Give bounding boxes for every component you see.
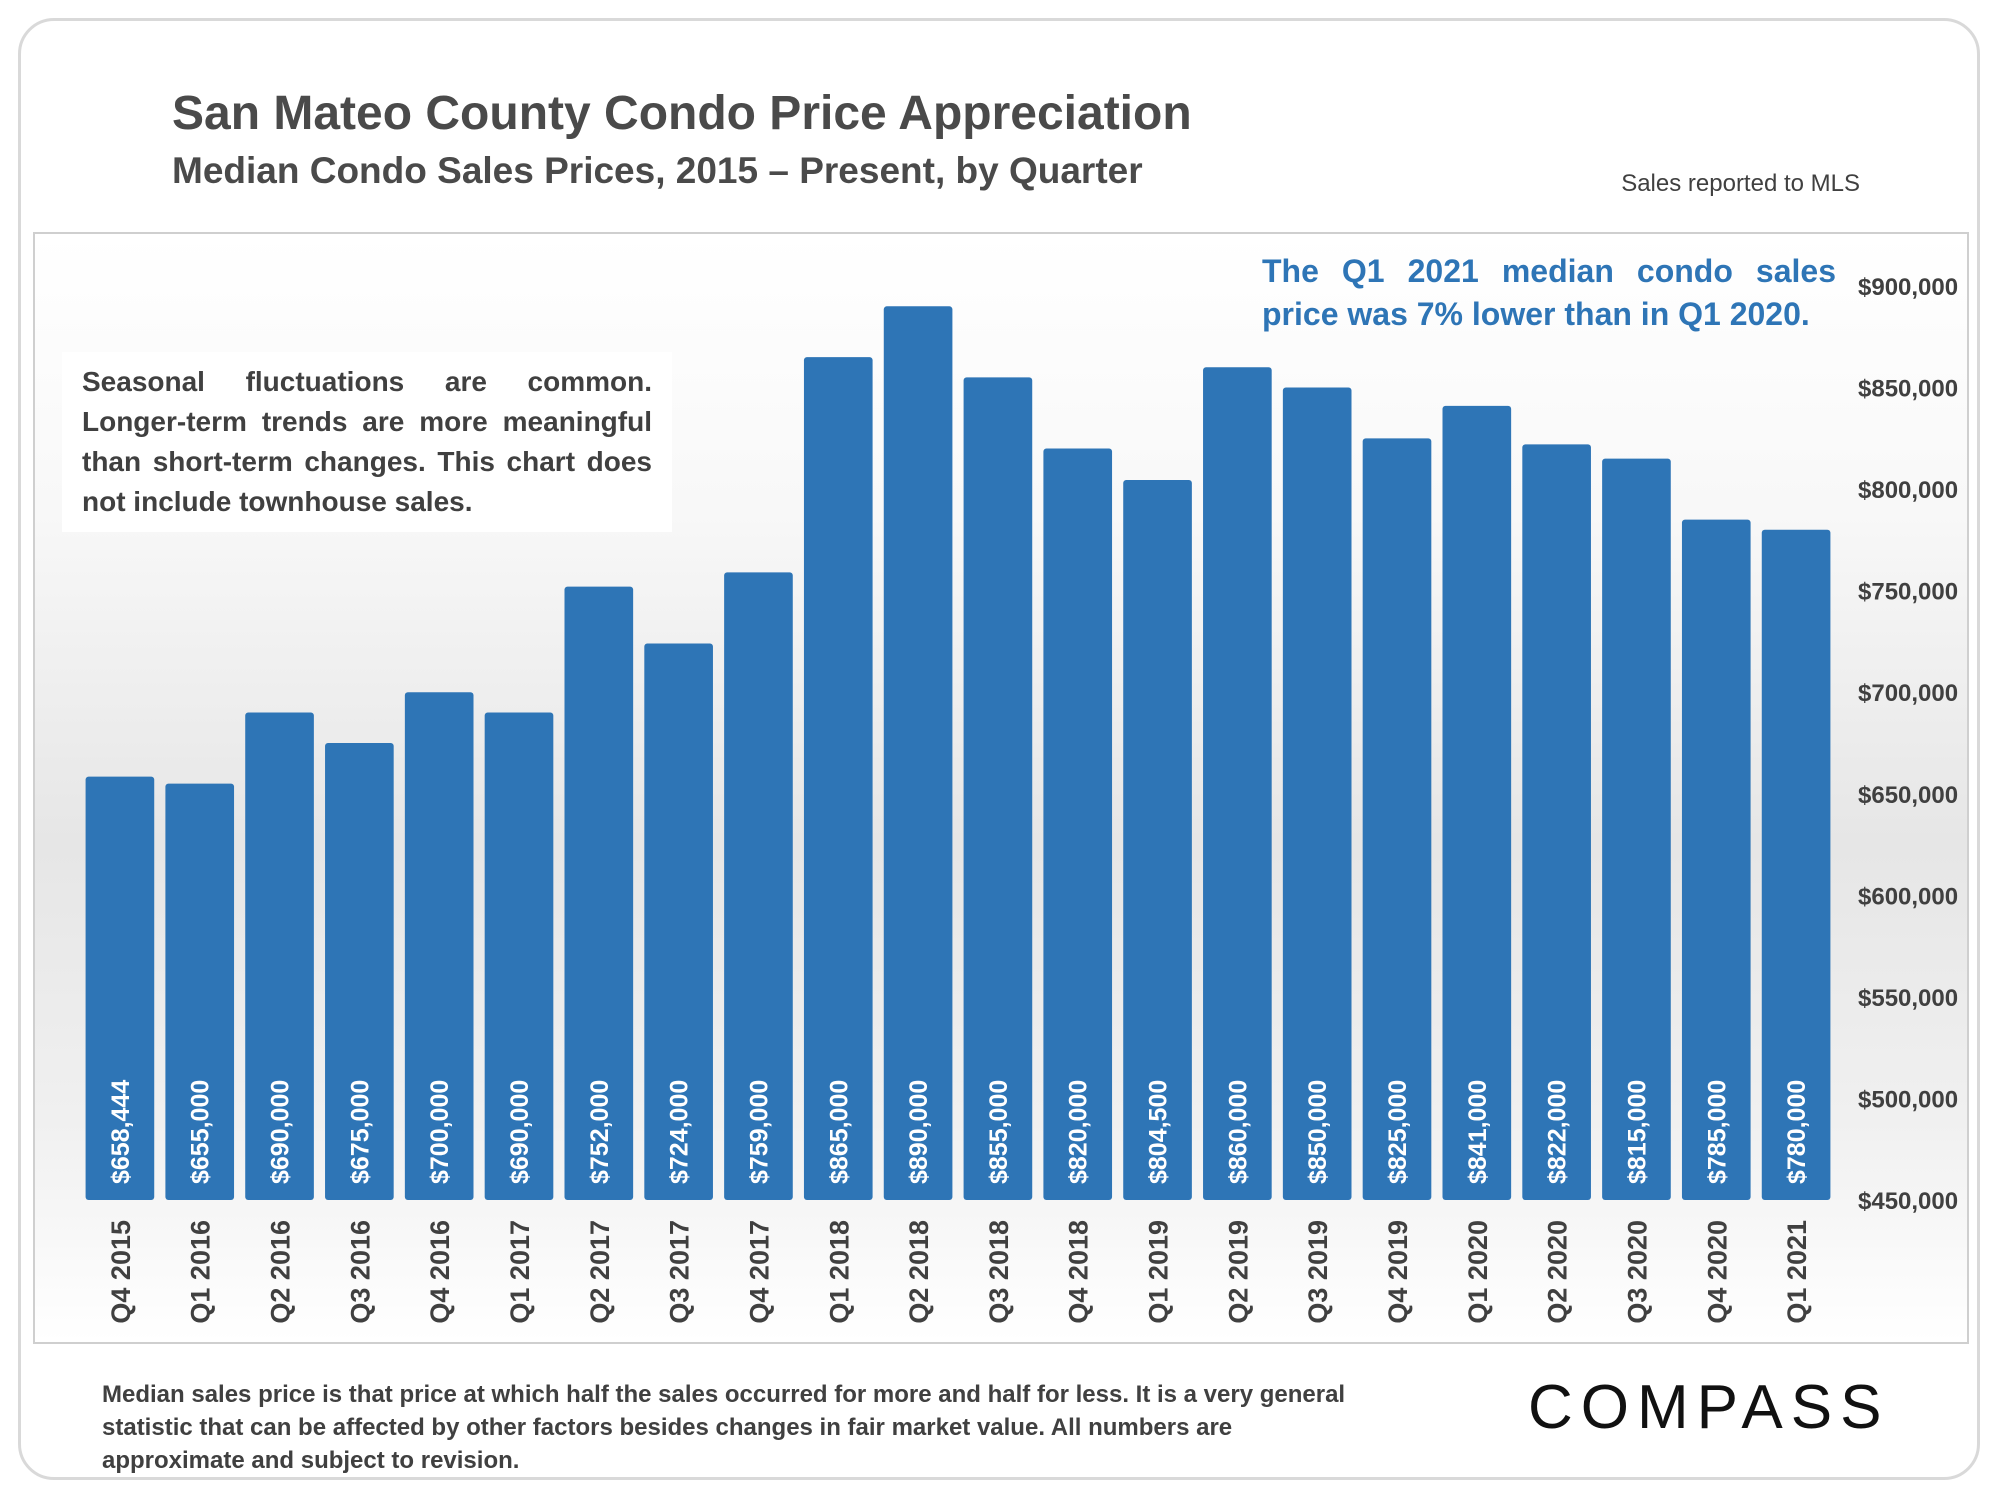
bar-q3-2019 — [1282, 387, 1352, 1200]
data-label: $890,000 — [905, 1080, 933, 1184]
x-tick-label: Q3 2018 — [984, 1220, 1014, 1324]
highlight-note: The Q1 2021 median condo sales price was… — [1262, 253, 1836, 332]
data-label: $850,000 — [1304, 1080, 1332, 1184]
data-label: $785,000 — [1703, 1080, 1731, 1184]
data-label: $820,000 — [1065, 1080, 1093, 1184]
x-tick-label: Q4 2017 — [744, 1220, 774, 1324]
data-label: $690,000 — [267, 1080, 295, 1184]
data-label: $841,000 — [1464, 1080, 1492, 1184]
data-label: $690,000 — [506, 1080, 534, 1184]
x-tick-label: Q3 2017 — [665, 1220, 695, 1324]
y-tick-label: $750,000 — [1858, 579, 1958, 606]
y-tick-label: $550,000 — [1858, 985, 1958, 1012]
bar-q2-2018 — [883, 306, 953, 1200]
x-tick-label: Q4 2019 — [1383, 1220, 1413, 1324]
x-tick-label: Q3 2020 — [1622, 1220, 1652, 1324]
data-label: $752,000 — [586, 1080, 614, 1184]
data-label: $700,000 — [426, 1080, 454, 1184]
bar-q4-2015 — [85, 776, 155, 1200]
data-label: $825,000 — [1384, 1080, 1412, 1184]
bar-q3-2016 — [325, 743, 394, 1200]
bar-q4-2016 — [404, 692, 474, 1200]
x-tick-label: Q1 2016 — [186, 1220, 216, 1324]
y-tick-label: $500,000 — [1858, 1086, 1958, 1113]
source-note: Sales reported to MLS — [1621, 170, 1860, 197]
x-tick-label: Q4 2018 — [1064, 1220, 1094, 1324]
bar-q1-2016 — [165, 783, 235, 1200]
x-tick-label: Q2 2018 — [904, 1220, 934, 1324]
y-tick-label: $650,000 — [1858, 782, 1958, 809]
y-tick-label: $800,000 — [1858, 477, 1958, 504]
bar-q2-2019 — [1203, 367, 1272, 1200]
x-tick-label: Q2 2017 — [585, 1220, 615, 1324]
data-label: $865,000 — [825, 1080, 853, 1184]
bar-q3-2017 — [644, 643, 713, 1200]
bar-q3-2020 — [1602, 458, 1671, 1201]
data-label: $815,000 — [1623, 1080, 1651, 1184]
data-label: $759,000 — [745, 1080, 773, 1184]
data-label: $675,000 — [346, 1080, 374, 1184]
x-tick-label: Q1 2017 — [505, 1220, 535, 1324]
bar-q4-2019 — [1362, 438, 1432, 1200]
bar-q1-2020 — [1442, 405, 1512, 1200]
x-tick-label: Q3 2016 — [345, 1220, 375, 1324]
bar-q2-2016 — [245, 712, 314, 1200]
data-label: $822,000 — [1544, 1080, 1572, 1184]
bar-q2-2020 — [1522, 444, 1591, 1201]
x-tick-label: Q1 2018 — [824, 1220, 854, 1324]
y-tick-label: $850,000 — [1858, 376, 1958, 403]
x-tick-label: Q1 2020 — [1463, 1220, 1493, 1324]
data-label: $860,000 — [1224, 1080, 1252, 1184]
data-label: $655,000 — [187, 1080, 215, 1184]
x-tick-label: Q4 2015 — [106, 1220, 136, 1324]
bar-q2-2017 — [564, 586, 634, 1200]
y-tick-label: $450,000 — [1858, 1188, 1958, 1215]
compass-logo: COMPASS — [1528, 1373, 1890, 1442]
y-tick-label: $900,000 — [1858, 274, 1958, 301]
bar-q1-2021 — [1761, 529, 1831, 1200]
bar-q3-2018 — [963, 377, 1033, 1200]
x-tick-label: Q1 2021 — [1782, 1220, 1812, 1324]
data-label: $724,000 — [666, 1080, 694, 1184]
bar-q4-2020 — [1681, 519, 1751, 1200]
x-tick-label: Q2 2016 — [266, 1220, 296, 1324]
x-tick-label: Q4 2016 — [425, 1220, 455, 1324]
x-tick-label: Q3 2019 — [1303, 1220, 1333, 1324]
x-tick-label: Q1 2019 — [1144, 1220, 1174, 1324]
bar-q1-2017 — [484, 712, 554, 1200]
y-tick-label: $700,000 — [1858, 680, 1958, 707]
footnote: Median sales price is that price at whic… — [102, 1381, 1346, 1474]
data-label: $780,000 — [1783, 1080, 1811, 1184]
bar-q1-2019 — [1123, 479, 1192, 1201]
bar-q1-2018 — [803, 357, 873, 1201]
chart-title: San Mateo County Condo Price Appreciatio… — [172, 87, 1192, 140]
data-label: $658,444 — [107, 1080, 135, 1184]
x-tick-label: Q2 2019 — [1223, 1220, 1253, 1324]
data-label: $804,500 — [1145, 1080, 1173, 1184]
chart-subtitle: Median Condo Sales Prices, 2015 – Presen… — [172, 150, 1143, 191]
x-tick-label: Q4 2020 — [1702, 1220, 1732, 1324]
seasonal-note: Seasonal fluctuations are common. Longer… — [62, 352, 672, 532]
x-tick-label: Q2 2020 — [1543, 1220, 1573, 1324]
y-tick-label: $600,000 — [1858, 883, 1958, 910]
data-label: $855,000 — [985, 1080, 1013, 1184]
bar-q4-2018 — [1043, 448, 1113, 1200]
bar-q4-2017 — [724, 572, 793, 1200]
